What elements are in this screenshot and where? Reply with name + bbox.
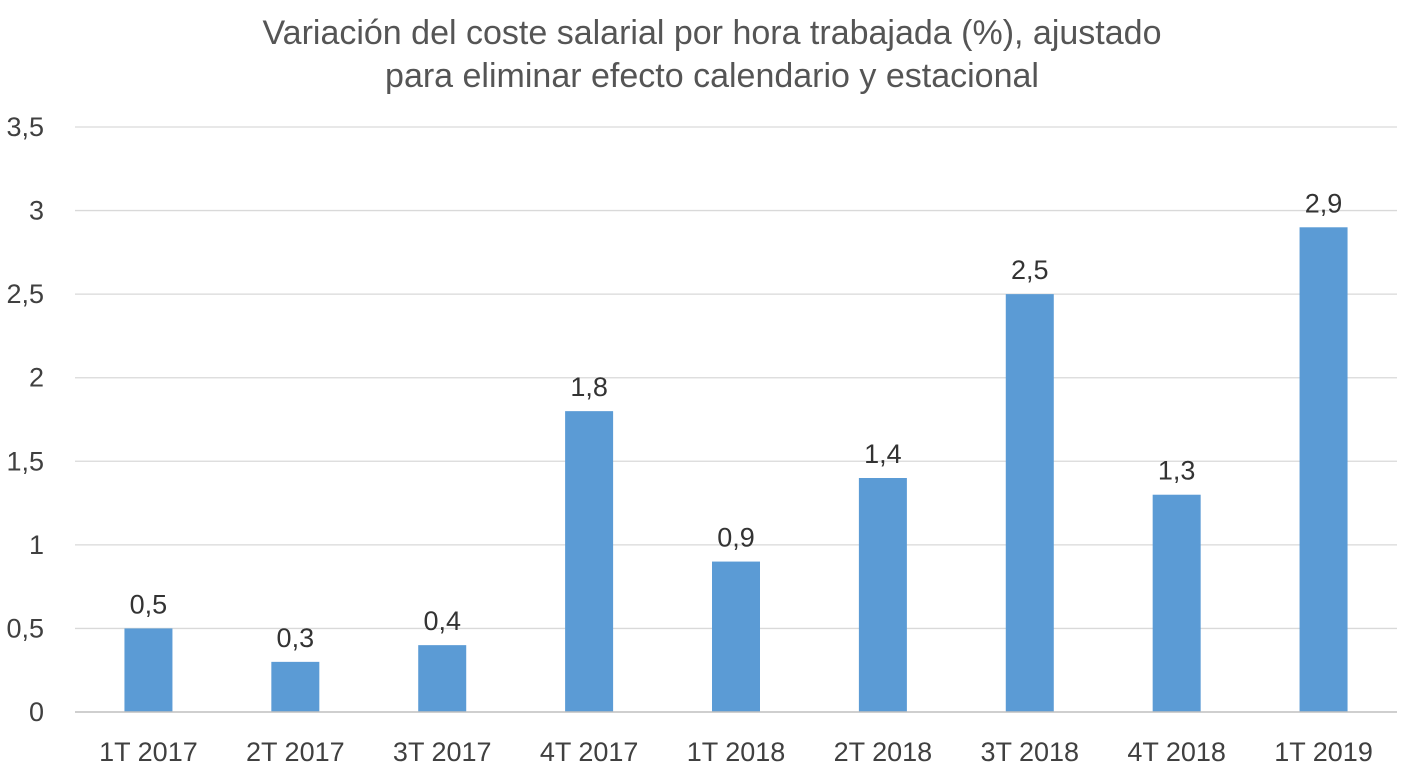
bar [858, 478, 907, 712]
bar [565, 411, 614, 712]
x-axis-ticks: 1T 2017 2T 2017 3T 2017 4T 2017 1T 2018 2T 20… [99, 737, 1373, 767]
x-tick-label: 3T 2018 [980, 737, 1079, 767]
chart-title-line-1: Variación del coste salarial por hora tr… [263, 14, 1162, 52]
data-label: 0,4 [423, 606, 461, 636]
y-tick-label: 3,5 [6, 112, 44, 142]
y-tick-label: 2 [29, 363, 44, 393]
bar [712, 561, 760, 712]
bar [1005, 294, 1054, 712]
x-tick-label: 1T 2019 [1274, 737, 1373, 767]
y-tick-label: 1 [29, 530, 44, 560]
data-label: 1,8 [570, 372, 608, 402]
y-tick-label: 3 [29, 196, 44, 226]
bar [124, 628, 173, 712]
data-label: 2,5 [1011, 255, 1049, 285]
bars [124, 227, 1348, 713]
data-labels: 0,5 0,3 0,4 1,8 0,9 1,4 2,5 1,3 2,9 [130, 188, 1343, 653]
data-label: 1,4 [864, 439, 902, 469]
bar [271, 661, 320, 712]
x-tick-label: 3T 2017 [393, 737, 492, 767]
bar [1152, 494, 1201, 712]
data-label: 0,5 [130, 589, 168, 619]
x-tick-label: 1T 2017 [99, 737, 198, 767]
x-tick-label: 2T 2017 [246, 737, 345, 767]
bar [1299, 227, 1348, 713]
data-label: 1,3 [1158, 456, 1196, 486]
data-label: 2,9 [1305, 188, 1343, 218]
x-tick-label: 2T 2018 [834, 737, 933, 767]
bar [418, 645, 467, 712]
y-tick-label: 1,5 [6, 446, 44, 476]
x-tick-label: 1T 2018 [687, 737, 786, 767]
gridlines [75, 126, 1397, 630]
chart-title-line-2: para eliminar efecto calendario y estaci… [385, 57, 1039, 95]
data-label: 0,9 [717, 523, 755, 553]
data-label: 0,3 [277, 623, 315, 653]
x-tick-label: 4T 2018 [1127, 737, 1226, 767]
y-tick-label: 0,5 [6, 613, 44, 643]
y-axis-ticks: 0 0,5 1 1,5 2 2,5 3 3,5 [6, 112, 44, 727]
x-tick-label: 4T 2017 [540, 737, 639, 767]
y-tick-label: 0 [29, 697, 44, 727]
y-tick-label: 2,5 [6, 279, 44, 309]
